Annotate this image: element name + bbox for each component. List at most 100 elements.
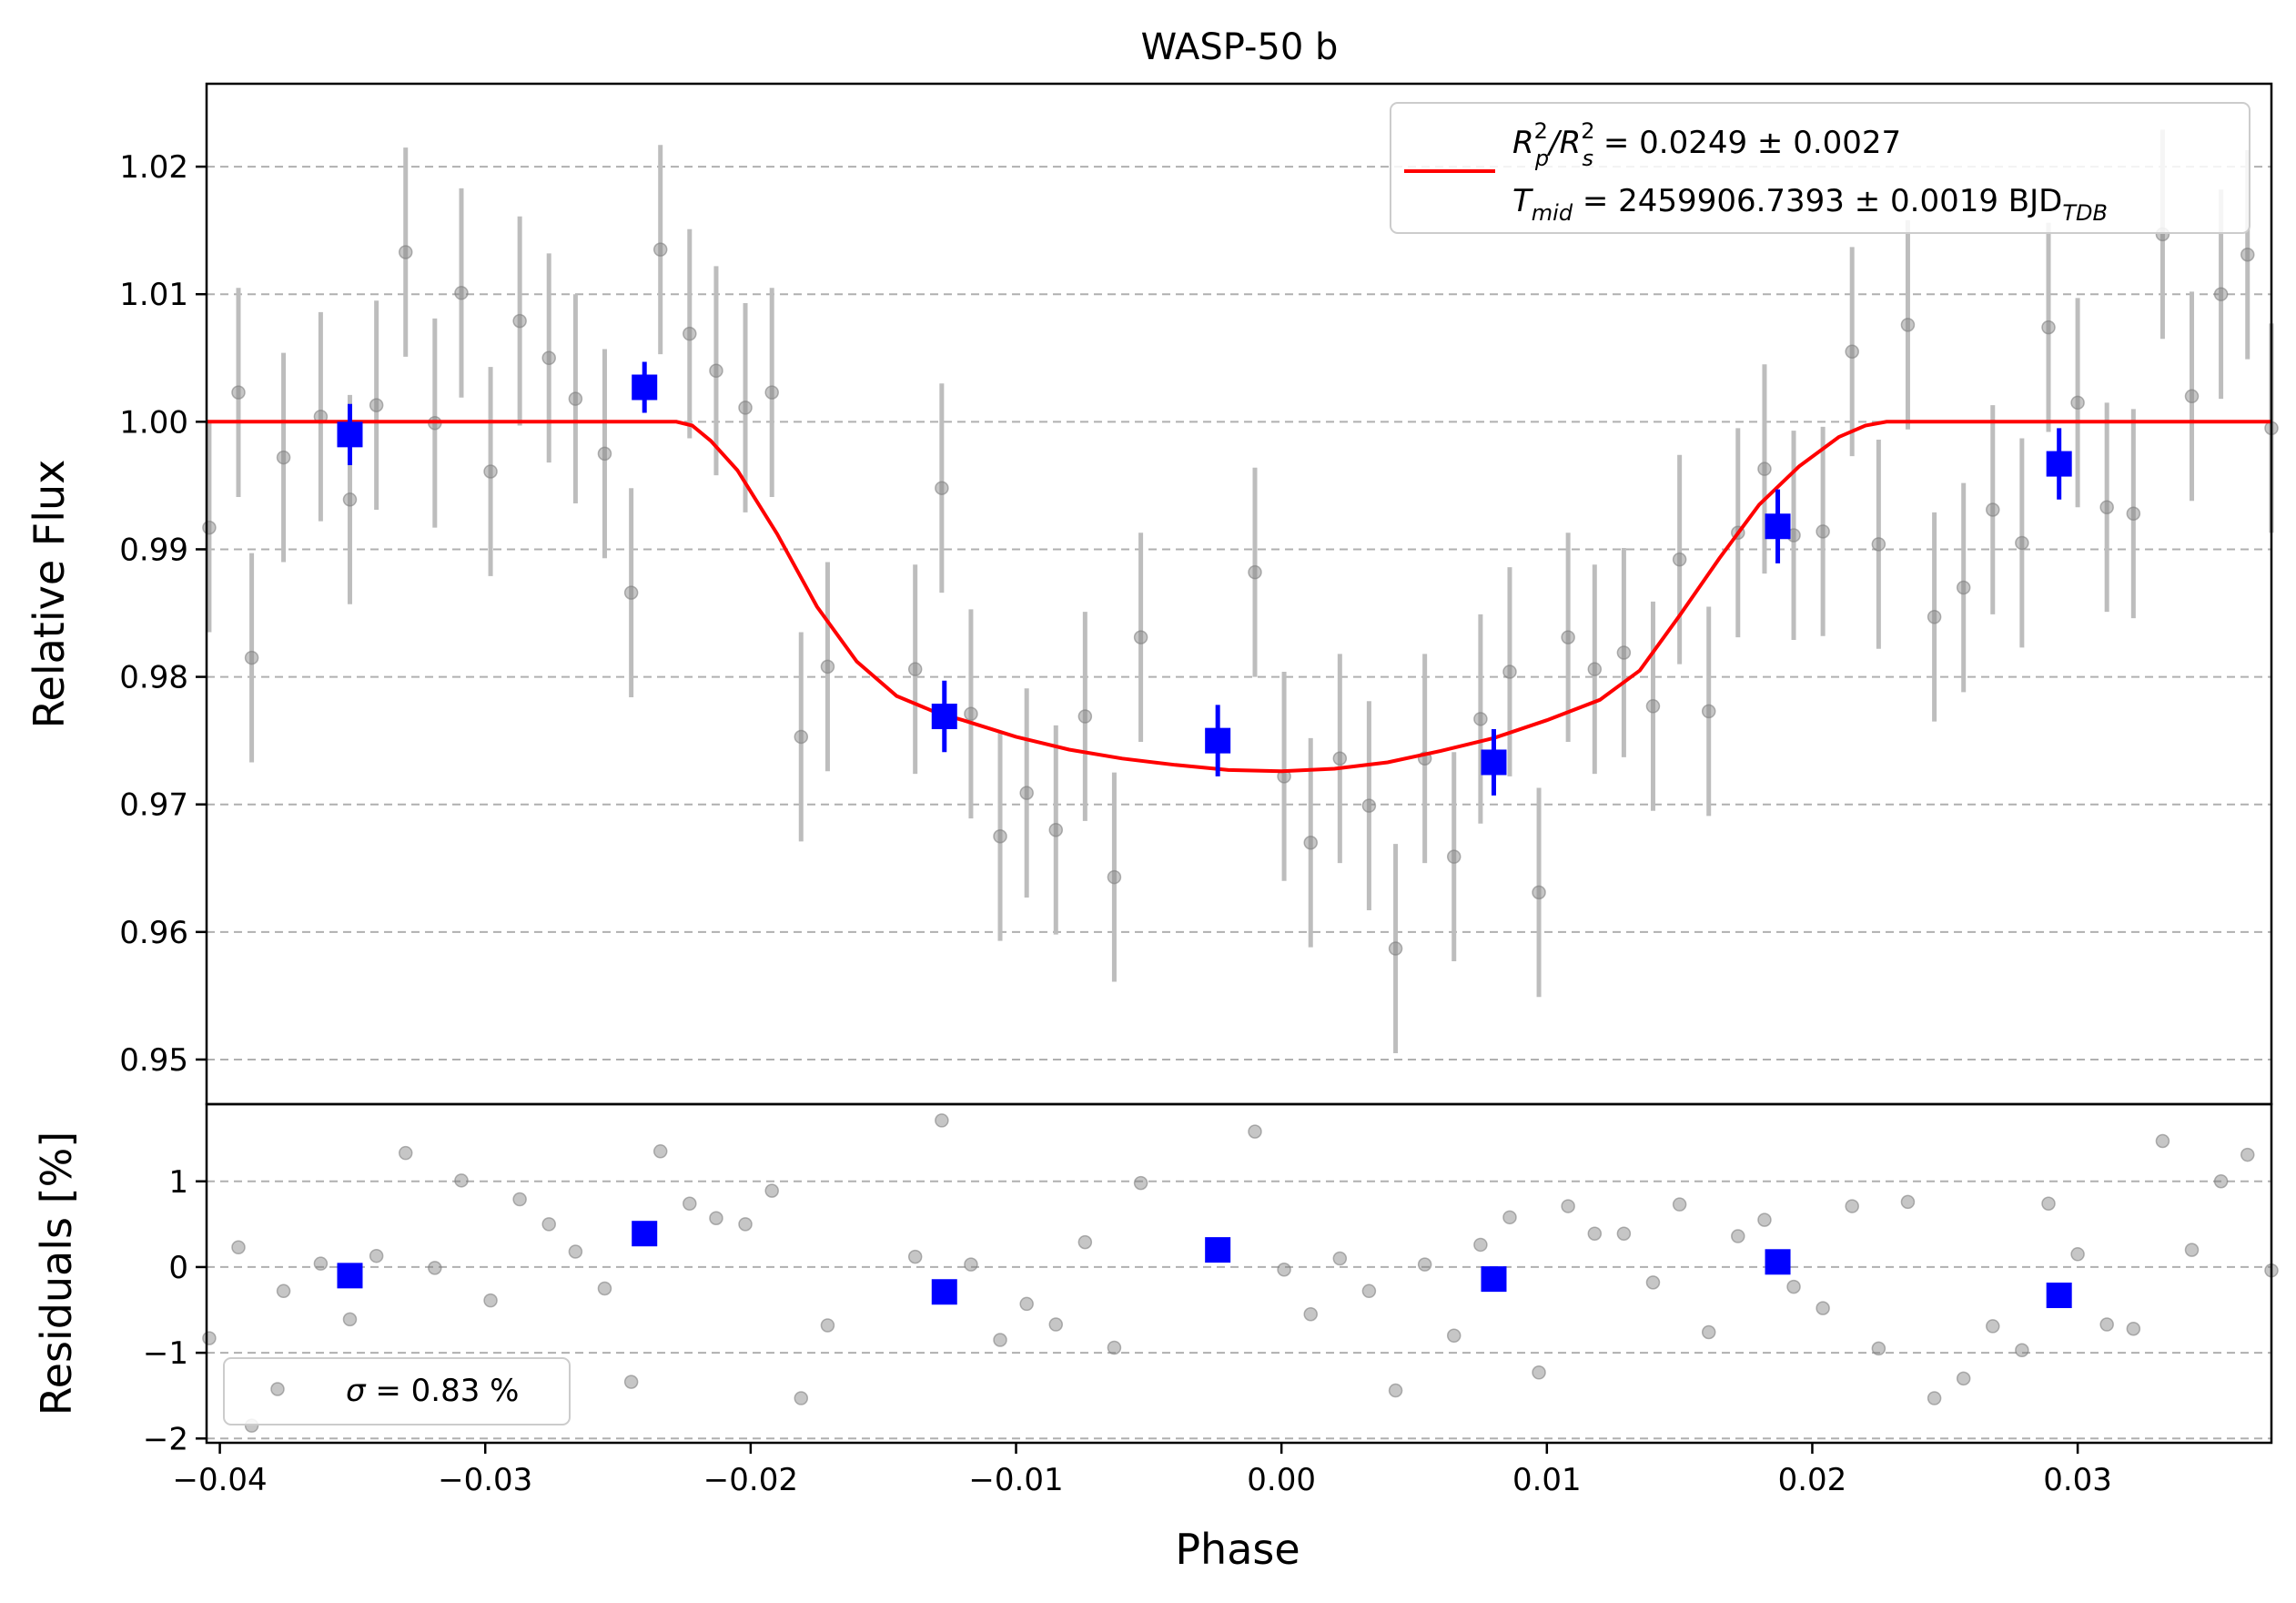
residuals-axes-frame: [205, 1102, 2273, 1445]
residual-raw-point: [1701, 1324, 1716, 1340]
x-ticks: −0.04 −0.03 −0.02 −0.01 0.00 0.01 0.02 0.03: [172, 1443, 2112, 1498]
flux-raw-point: [1986, 502, 2000, 517]
legend-residual-marker: [270, 1382, 285, 1396]
residual-binned-point: [2046, 1283, 2072, 1309]
flux-y-tick-label: 1.00: [119, 404, 188, 441]
flux-raw-point: [568, 391, 583, 406]
flux-raw-point: [1107, 869, 1122, 885]
residual-raw-point: [1107, 1340, 1122, 1355]
flux-y-tick-label: 1.02: [119, 149, 188, 186]
residual-raw-point: [1587, 1226, 1603, 1241]
residual-binned-point: [632, 1221, 658, 1247]
flux-raw-point: [398, 245, 413, 259]
flux-raw-point: [623, 585, 639, 600]
flux-raw-point: [964, 706, 978, 721]
flux-raw-point: [483, 464, 498, 479]
residuals-legend: σ = 0.83 %: [223, 1357, 571, 1425]
flux-raw-point: [276, 450, 291, 465]
flux-binned-point: [337, 421, 363, 448]
residual-raw-point: [623, 1375, 639, 1389]
flux-raw-point: [202, 520, 217, 535]
flux-raw-point: [1248, 564, 1262, 580]
flux-raw-point: [738, 401, 753, 415]
residual-raw-point: [1956, 1371, 1971, 1386]
transit-model-curve: [207, 420, 2271, 774]
flux-raw-point: [1303, 835, 1318, 850]
flux-raw-point: [1757, 462, 1772, 476]
legend-sigma: σ = 0.83 %: [346, 1373, 519, 1409]
flux-binned-point: [2046, 451, 2072, 477]
flux-raw-point: [1845, 344, 1859, 360]
flux-raw-point: [1332, 751, 1348, 766]
flux-raw-point: [1446, 849, 1462, 864]
flux-legend-box: [1390, 102, 2250, 234]
residual-raw-point: [369, 1248, 384, 1263]
flux-raw-point: [683, 326, 697, 341]
flux-raw-point: [2126, 506, 2141, 521]
residual-raw-point: [1845, 1199, 1859, 1213]
flux-raw-point: [1077, 709, 1093, 724]
flux-legend: R2 p/R2 s = 0.0249 ± 0.0027 Tmid = 2459906…: [1390, 102, 2250, 234]
residual-raw-point: [568, 1244, 583, 1259]
flux-y-tick-label: 1.01: [119, 277, 188, 313]
flux-raw-point: [1587, 662, 1603, 676]
residuals-y-tick-label: 0: [168, 1250, 188, 1286]
flux-raw-point: [1672, 552, 1687, 567]
residual-raw-point: [276, 1283, 291, 1299]
x-tick-label: 0.02: [1778, 1462, 1847, 1498]
residual-raw-point: [1303, 1306, 1318, 1322]
flux-binned-point: [931, 704, 957, 730]
flux-raw-point: [1502, 665, 1517, 679]
flux-raw-point: [342, 492, 358, 507]
residual-binned-point: [1205, 1237, 1231, 1263]
residual-raw-point: [1277, 1263, 1291, 1277]
residual-raw-point: [738, 1217, 753, 1232]
flux-raw-point: [2015, 535, 2029, 551]
residuals-y-axis-label: Residuals [%]: [32, 1131, 81, 1415]
residual-raw-point: [1927, 1391, 1942, 1405]
residual-raw-point: [2126, 1321, 2141, 1336]
flux-raw-point: [1532, 885, 1546, 900]
flux-raw-point: [993, 828, 1007, 844]
residual-raw-point: [1248, 1124, 1262, 1139]
residual-binned-point: [931, 1279, 957, 1305]
x-tick-label: −0.04: [172, 1462, 267, 1498]
residual-raw-point: [313, 1256, 329, 1271]
flux-raw-point: [231, 385, 246, 400]
residual-raw-point: [1332, 1251, 1348, 1266]
residual-raw-point: [597, 1281, 612, 1296]
residual-raw-point: [2015, 1343, 2029, 1358]
residual-raw-point: [964, 1257, 978, 1272]
residual-raw-point: [1361, 1283, 1377, 1299]
residual-raw-point: [512, 1192, 527, 1207]
residual-raw-point: [709, 1211, 723, 1226]
flux-raw-point: [2240, 248, 2255, 262]
residual-raw-point: [1417, 1257, 1432, 1272]
flux-raw-point: [1048, 822, 1064, 837]
residual-raw-point: [1786, 1279, 1801, 1294]
flux-raw-point: [1361, 798, 1377, 813]
flux-raw-point: [512, 313, 527, 329]
residual-raw-point: [1133, 1175, 1148, 1191]
flux-raw-point: [794, 729, 809, 745]
residual-raw-point: [820, 1318, 835, 1333]
flux-raw-point: [244, 650, 259, 665]
residuals-binned-points: [337, 1221, 2072, 1309]
flux-raw-errorbars: [207, 129, 2274, 1053]
flux-raw-point: [1561, 630, 1575, 644]
flux-binned-point: [1765, 513, 1791, 540]
x-tick-label: −0.02: [703, 1462, 798, 1498]
residual-raw-point: [683, 1196, 697, 1211]
flux-binned-point: [1481, 749, 1507, 776]
flux-raw-point: [1927, 609, 1942, 624]
x-tick-label: −0.01: [968, 1462, 1063, 1498]
residual-raw-point: [2213, 1174, 2229, 1189]
flux-raw-point: [597, 446, 612, 462]
residual-raw-point: [764, 1183, 779, 1198]
residuals-gridlines: [207, 1180, 2271, 1440]
residual-raw-point: [1446, 1328, 1462, 1344]
flux-raw-point: [2213, 287, 2229, 301]
residual-raw-point: [1900, 1194, 1916, 1210]
